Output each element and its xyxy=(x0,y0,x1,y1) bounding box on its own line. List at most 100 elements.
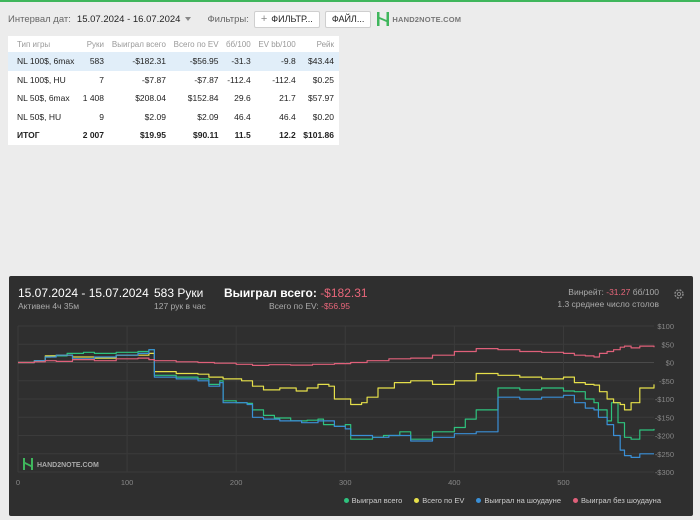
date-range-dropdown[interactable]: 15.07.2024 - 16.07.2024 xyxy=(77,14,192,25)
x-tick-label: 500 xyxy=(557,478,570,487)
total-ev: $90.11 xyxy=(193,130,219,141)
series-line-2 xyxy=(18,349,654,458)
x-tick-label: 100 xyxy=(121,478,134,487)
session-active-time: Активен 4ч 35м xyxy=(18,301,80,311)
cell-bb100: -112.4 xyxy=(227,74,251,85)
interval-label: Интервал дат: xyxy=(8,13,71,25)
hand2note-logo: HAND2NOTE.COM xyxy=(377,12,461,26)
legend-dot-icon xyxy=(476,498,482,503)
x-tick-label: 200 xyxy=(230,478,243,487)
legend-item[interactable]: Всего по EV xyxy=(414,496,464,505)
ev-value: -$56.95 xyxy=(321,301,350,311)
cell-hands: 583 xyxy=(80,52,110,71)
y-tick-label: -$300 xyxy=(655,468,674,477)
date-range-value: 15.07.2024 - 16.07.2024 xyxy=(76,13,181,25)
top-accent-line xyxy=(0,0,700,2)
cell-won: -$7.87 xyxy=(141,74,166,85)
cell-game: NL 100$, HU xyxy=(17,74,66,85)
cell-ev: $2.09 xyxy=(197,111,219,122)
cell-bb100: 29.6 xyxy=(234,93,251,104)
winrate-unit: бб/100 xyxy=(632,287,659,297)
chart-watermark xyxy=(23,458,33,470)
total-rake: $101.86 xyxy=(303,130,334,141)
cell-evbb: -9.8 xyxy=(255,52,301,71)
legend-item[interactable]: Выиграл всего xyxy=(343,496,403,505)
legend-label: Выиграл всего xyxy=(351,496,403,505)
cell-rake: $57.97 xyxy=(308,93,334,104)
table-row[interactable]: NL 50$, HU 9 $2.09 $2.09 46.4 46.4 $0.20 xyxy=(8,108,339,127)
cell-bb100: -31.3 xyxy=(223,52,256,71)
filters-label: Фильтры: xyxy=(207,13,249,25)
cell-rake: $43.44 xyxy=(300,52,339,71)
total-evbb: 12.2 xyxy=(279,130,296,141)
cell-evbb: -112.4 xyxy=(272,74,296,85)
header-hands[interactable]: Руки xyxy=(86,39,105,49)
y-tick-label: -$200 xyxy=(655,432,674,441)
legend-label: Всего по EV xyxy=(422,496,465,505)
y-tick-label: -$150 xyxy=(655,413,674,422)
session-date: 15.07.2024 - 15.07.2024 xyxy=(18,286,149,300)
winrate-label: Винрейт: xyxy=(568,287,604,297)
cell-won: $2.09 xyxy=(144,111,166,122)
total-bb100: 11.5 xyxy=(234,130,251,141)
gear-icon[interactable] xyxy=(673,288,685,300)
legend-item[interactable]: Выиграл без шоудауна xyxy=(573,496,661,505)
table-row[interactable]: NL 50$, 6max 1 408 $208.04 $152.84 29.6 21.7 $… xyxy=(8,89,339,108)
watermark-logo-icon xyxy=(23,458,33,470)
total-game: ИТОГ xyxy=(17,130,40,141)
logo-text: HAND2NOTE.COM xyxy=(392,14,462,24)
cell-ev: -$7.87 xyxy=(194,74,219,85)
header-won[interactable]: Выиграл всего xyxy=(111,39,166,49)
toolbar: Интервал дат: 15.07.2024 - 16.07.2024 Фи… xyxy=(8,9,461,29)
legend-dot-icon xyxy=(573,498,578,503)
filter-button[interactable]: + ФИЛЬТР... xyxy=(253,10,320,28)
cell-hands: 1 408 xyxy=(82,93,105,104)
header-ev-bb100[interactable]: EV bb/100 xyxy=(258,39,296,49)
table-row[interactable]: NL 100$, 6max 583 -$182.31 -$56.95 -31.3 -9.8… xyxy=(8,52,339,71)
y-tick-label: -$100 xyxy=(655,395,674,404)
x-tick-label: 400 xyxy=(448,478,461,487)
table-total-row: ИТОГ 2 007 $19.95 $90.11 11.5 12.2 $101.86 xyxy=(8,126,339,145)
table-row[interactable]: NL 100$, HU 7 -$7.87 -$7.87 -112.4 -112.4 $0.2… xyxy=(8,71,339,90)
table-header-row: Тип игры Руки Выиграл всего Всего по EV … xyxy=(8,36,339,52)
header-ev[interactable]: Всего по EV xyxy=(173,39,219,49)
legend-dot-icon xyxy=(343,498,349,503)
session-hands-rate: 127 рук в час xyxy=(154,301,206,311)
stats-table: Тип игры Руки Выиграл всего Всего по EV … xyxy=(8,36,339,145)
cell-game: NL 50$, 6max xyxy=(17,93,70,104)
cell-bb100: 46.4 xyxy=(234,111,251,122)
total-won: $19.95 xyxy=(139,130,166,141)
won-label: Выиграл всего: xyxy=(224,286,317,300)
chart-legend: Выиграл всего Всего по EV Выиграл на шоуда… xyxy=(343,496,661,505)
cell-ev: -$56.95 xyxy=(170,52,224,71)
legend-label: Выиграл на шоудауне xyxy=(484,496,561,505)
session-ev: Всего по EV: -$56.95 xyxy=(269,301,350,311)
legend-item[interactable]: Выиграл на шоудауне xyxy=(476,496,561,505)
cell-hands: 7 xyxy=(99,74,105,85)
session-tables: 1.3 среднее число столов xyxy=(557,299,659,309)
cell-won: -$182.31 xyxy=(109,52,171,71)
cell-game: NL 50$, HU xyxy=(17,111,62,122)
h-logo-icon xyxy=(377,12,390,26)
watermark-text: HAND2NOTE.COM xyxy=(37,462,99,469)
session-hands: 583 Руки xyxy=(154,286,204,300)
cell-won: $208.04 xyxy=(135,93,166,104)
chevron-down-icon xyxy=(185,17,192,21)
legend-label: Выиграл без шоудауна xyxy=(581,496,661,505)
plus-icon: + xyxy=(260,13,268,25)
cell-rake: $0.20 xyxy=(312,111,334,122)
cell-evbb: 46.4 xyxy=(279,111,296,122)
total-hands: 2 007 xyxy=(82,130,105,141)
x-tick-label: 0 xyxy=(16,478,20,487)
cell-hands: 9 xyxy=(99,111,105,122)
series-line-3 xyxy=(18,345,655,366)
file-button[interactable]: ФАЙЛ... xyxy=(324,10,372,28)
session-winrate: Винрейт: -31.27 бб/100 xyxy=(568,287,659,297)
cell-game: NL 100$, 6max xyxy=(8,52,81,71)
header-bb100[interactable]: бб/100 xyxy=(225,39,251,49)
header-rake[interactable]: Рейк xyxy=(316,39,334,49)
y-tick-label: -$50 xyxy=(659,377,674,386)
header-game-type[interactable]: Тип игры xyxy=(17,39,51,49)
y-tick-label: $0 xyxy=(666,359,674,368)
y-tick-label: $50 xyxy=(661,340,674,349)
